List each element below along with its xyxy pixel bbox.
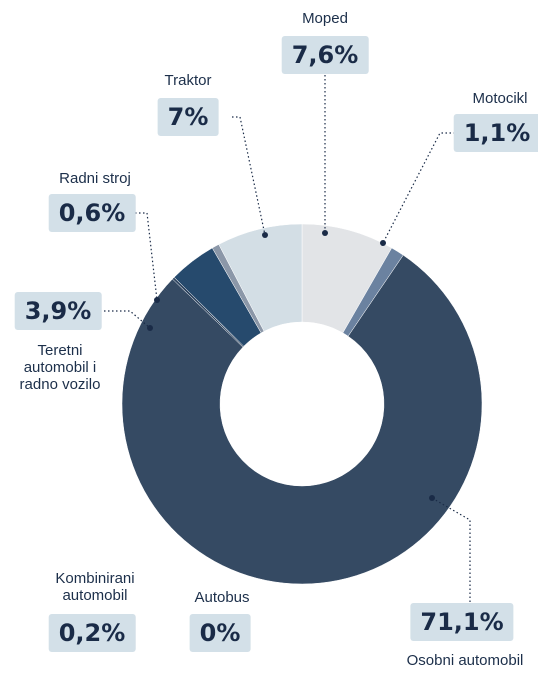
value-label: 7,6%	[281, 36, 369, 74]
category-label: Kombinirani automobil	[55, 570, 135, 604]
value-label: 7%	[157, 98, 219, 136]
value-label: 1,1%	[453, 114, 538, 152]
leader-dot	[154, 297, 160, 303]
leader-dot	[147, 325, 153, 331]
donut-slice	[218, 223, 303, 332]
category-label: Traktor	[164, 72, 212, 89]
category-label: Moped	[302, 10, 348, 27]
category-label: Osobni automobil	[406, 652, 524, 669]
leader-line	[135, 212, 158, 301]
value-label: 3,9%	[14, 292, 102, 330]
leader-line	[382, 132, 455, 244]
leader-line	[232, 116, 266, 236]
value-label: 0%	[189, 614, 251, 652]
leader-dot	[262, 232, 268, 238]
value-label: 0,2%	[48, 614, 136, 652]
category-label: Radni stroj	[59, 170, 131, 187]
category-label: Teretni automobil i radno vozilo	[19, 342, 101, 393]
leader-dot	[429, 495, 435, 501]
category-label: Motocikl	[472, 90, 528, 107]
donut-slice	[121, 254, 483, 585]
leader-dot	[380, 240, 386, 246]
category-label: Autobus	[194, 589, 250, 606]
value-label: 71,1%	[410, 603, 514, 641]
value-label: 0,6%	[48, 194, 136, 232]
leader-dot	[322, 230, 328, 236]
